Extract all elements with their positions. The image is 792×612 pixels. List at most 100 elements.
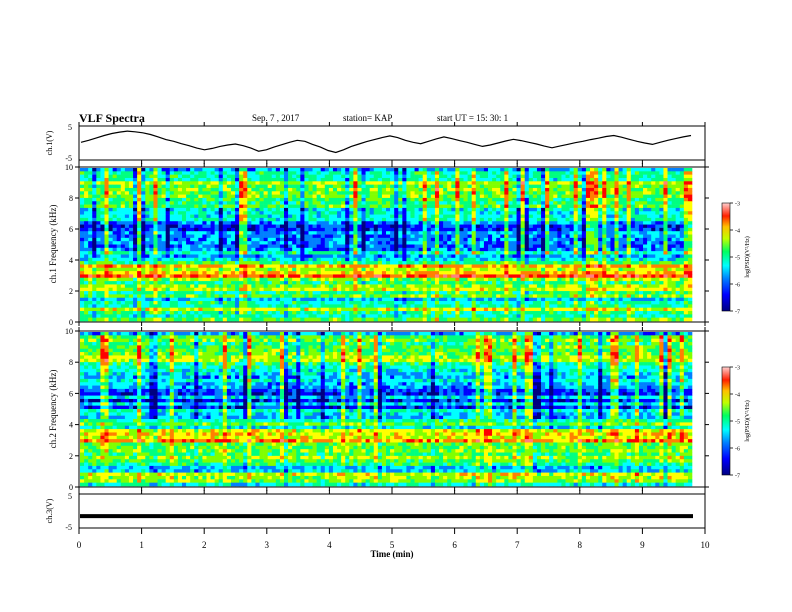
spectrogram-cell — [443, 204, 448, 209]
spectrogram-cell — [190, 247, 195, 252]
spectrogram-cell — [284, 267, 289, 272]
spectrogram-cell — [169, 201, 175, 205]
spectrogram-cell — [536, 177, 542, 182]
spectrogram-cell — [296, 261, 301, 265]
spectrogram-cell — [524, 224, 530, 229]
spectrogram-cell — [638, 241, 644, 245]
spectrogram-cell — [96, 247, 101, 252]
spectrogram-cell — [659, 168, 664, 172]
spectrogram-cell — [532, 187, 538, 192]
spectrogram-cell — [357, 244, 362, 249]
spectrogram-cell — [398, 181, 403, 185]
spectrogram-cell — [508, 194, 513, 199]
spectrogram-cell — [434, 261, 440, 265]
spectrogram-cell — [341, 201, 346, 205]
spectrogram-cell — [492, 187, 497, 192]
spectrogram-cell — [667, 231, 672, 235]
spectrogram-cell — [671, 204, 676, 209]
spectrogram-cell — [402, 168, 407, 172]
spectrogram-cell — [561, 211, 566, 215]
spectrogram-cell — [332, 264, 338, 269]
spectrogram-cell — [251, 254, 256, 259]
spectrogram-cell — [606, 187, 611, 192]
spectrogram-cell — [394, 254, 399, 259]
spectrogram-cell — [381, 264, 387, 269]
spectrogram-cell — [243, 204, 248, 209]
spectrogram-cell — [463, 201, 468, 205]
spectrogram-cell — [483, 217, 489, 222]
spectrogram-cell — [447, 261, 452, 265]
spectrogram-cell — [443, 207, 448, 212]
spectrogram-cell — [112, 181, 118, 185]
spectrogram-cell — [108, 191, 113, 195]
spectrogram-cell — [316, 214, 322, 219]
spectrogram-cell — [398, 227, 403, 232]
spectrogram-cell — [288, 237, 293, 242]
spectrogram-cell — [361, 231, 366, 235]
spectrogram-cell — [659, 251, 664, 255]
spectrogram-cell — [337, 207, 342, 212]
spectrogram-cell — [643, 261, 648, 265]
spectrogram-cell — [614, 234, 619, 239]
spectrogram-cell — [390, 264, 395, 269]
spectrogram-cell — [84, 171, 89, 175]
spectrogram-cell — [581, 271, 587, 275]
spectrogram-cell — [430, 207, 436, 212]
spectrogram-cell — [541, 244, 546, 249]
spectrogram-cell — [463, 234, 468, 239]
spectrogram-cell — [549, 217, 554, 222]
spectrogram-cell — [357, 204, 362, 209]
spectrogram-cell — [235, 181, 240, 185]
spectrogram-cell — [561, 197, 566, 202]
spectrogram-cell — [675, 227, 681, 232]
spectrogram-cell — [145, 211, 150, 215]
spectrogram-cell — [532, 177, 538, 182]
spectrogram-cell — [467, 234, 472, 239]
spectrogram-cell — [267, 221, 273, 225]
spectrogram-cell — [610, 221, 615, 225]
spectrogram-cell — [475, 211, 481, 215]
spectrogram-cell — [153, 271, 158, 275]
spectrogram-cell — [471, 274, 477, 279]
spectrogram-cell — [410, 201, 415, 205]
spectrogram-cell — [373, 251, 379, 255]
spectrogram-cell — [430, 237, 436, 242]
spectrogram-cell — [430, 217, 436, 222]
spectrogram-cell — [386, 194, 391, 199]
spectrogram-cell — [675, 191, 681, 195]
spectrogram-cell — [218, 261, 224, 265]
spectrogram-cell — [557, 171, 562, 175]
spectrogram-cell — [675, 184, 681, 189]
spectrogram-cell — [618, 217, 623, 222]
spectrogram-cell — [679, 177, 685, 182]
spectrogram-cell — [451, 221, 456, 225]
spectrogram-cell — [651, 257, 656, 262]
spectrogram-cell — [520, 267, 526, 272]
spectrogram-cell — [667, 204, 672, 209]
spectrogram-cell — [198, 177, 203, 182]
spectrogram-cell — [422, 184, 428, 189]
spectrogram-cell — [402, 174, 407, 179]
spectrogram-cell — [536, 274, 542, 279]
spectrogram-cell — [275, 244, 281, 249]
spectrogram-cell — [263, 191, 268, 195]
spectrogram-cell — [194, 261, 199, 265]
spectrogram-cell — [316, 207, 322, 212]
spectrogram-cell — [337, 247, 342, 252]
spectrogram-cell — [398, 171, 403, 175]
spectrogram-cell — [434, 227, 440, 232]
spectrogram-cell — [475, 221, 481, 225]
spectrogram-cell — [590, 227, 595, 232]
spectrogram-cell — [594, 241, 599, 245]
spectrogram-cell — [235, 221, 240, 225]
spectrogram-cell — [565, 237, 570, 242]
spectrogram-cell — [116, 194, 122, 199]
spectrogram-cell — [275, 227, 281, 232]
spectrogram-cell — [398, 207, 403, 212]
spectrogram-cell — [100, 251, 105, 255]
spectrogram-cell — [606, 197, 611, 202]
spectrogram-cell — [218, 217, 224, 222]
spectrogram-cell — [638, 191, 644, 195]
spectrogram-cell — [610, 171, 615, 175]
spectrogram-cell — [300, 204, 305, 209]
